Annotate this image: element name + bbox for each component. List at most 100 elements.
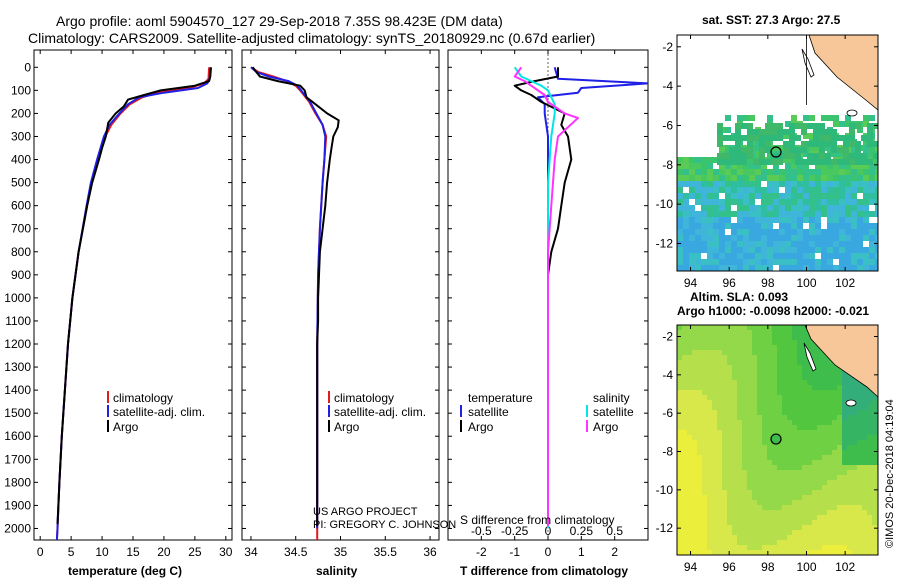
sla-cell [732,325,737,330]
sla-cell [747,335,752,340]
sst-cell [741,153,747,159]
sla-cell [812,435,817,440]
depth-tick-label: 600 [11,199,31,213]
sst-cell [777,159,783,165]
sst-cell [809,199,815,205]
sla-cell [842,420,847,425]
sla-cell [872,500,877,505]
sla-cell [862,525,867,530]
sla-cell [732,450,737,455]
sst-cell [845,181,851,187]
sla-cell [742,440,747,445]
sla-cell [787,470,792,475]
sla-cell [807,480,812,485]
sst-cell [821,187,827,193]
sla-cell [857,465,862,470]
sla-cell [817,405,822,410]
map-xtick-label: 94 [684,276,698,290]
sla-cell [842,400,847,405]
sst-cell [875,145,878,151]
sla-cell [707,460,712,465]
sla-cell [682,530,687,535]
sla-cell [777,355,782,360]
sst-cell [795,159,801,165]
island [801,48,815,78]
sla-cell [682,445,687,450]
sla-cell [707,455,712,460]
sst-cell [719,247,725,253]
sla-cell [692,360,697,365]
sla-cell [852,500,857,505]
sla-cell [772,330,777,335]
sst-cell [849,135,855,141]
sla-cell [832,500,837,505]
sla-cell [752,430,757,435]
sla-cell [862,440,867,445]
sla-cell [797,415,802,420]
sla-cell [832,460,837,465]
sla-cell [737,360,742,365]
sla-cell [777,385,782,390]
sla-cell [817,530,822,535]
sst-cell [701,241,707,247]
sla-cell [787,335,792,340]
sla-cell [772,430,777,435]
sst-cell [719,211,725,217]
sst-cell [773,235,779,241]
sla-cell [807,510,812,515]
sst-cell [803,163,809,169]
sla-cell [817,350,822,355]
sla-cell [797,360,802,365]
sst-cell [861,135,867,141]
sla-cell [737,390,742,395]
sla-cell [717,520,722,525]
series-salinity-climatology [250,66,328,540]
sst-cell [719,181,725,187]
sst-cell [875,253,878,259]
sst-cell [725,235,731,241]
sla-cell [842,490,847,495]
sst-cell [779,229,785,235]
sla-cell [727,430,732,435]
sla-cell [737,545,742,550]
sla-cell [747,340,752,345]
sst-cell [851,235,857,241]
sla-cell [767,395,772,400]
sla-cell [852,475,857,480]
sla-cell [732,395,737,400]
sla-cell [742,385,747,390]
sla-cell [822,490,827,495]
sla-cell [707,420,712,425]
sst-cell [863,175,869,181]
sla-cell [857,530,862,535]
sla-cell [777,365,782,370]
sla-cell [747,365,752,370]
sla-cell [787,380,792,385]
sla-cell [782,490,787,495]
sst-cell [701,217,707,223]
sla-cell [787,525,792,530]
sla-cell [687,410,692,415]
sla-cell [787,405,792,410]
sst-cell [689,241,695,247]
sla-cell [852,455,857,460]
sla-cell [712,435,717,440]
sst-cell [785,157,791,163]
sst-cell [821,169,827,175]
sst-cell [683,247,689,253]
sla-cell [762,455,767,460]
sla-cell [767,515,772,520]
sla-cell [792,400,797,405]
sla-cell [812,385,817,390]
sla-cell [682,505,687,510]
sla-cell [822,510,827,515]
sst-cell [833,151,839,157]
sla-cell [812,405,817,410]
sla-cell [807,440,812,445]
sst-cell [783,141,789,147]
sla-cell [812,505,817,510]
sst-cell [707,199,713,205]
sst-cell [863,181,869,187]
xtick-label: 30 [219,545,233,559]
sla-cell [802,385,807,390]
